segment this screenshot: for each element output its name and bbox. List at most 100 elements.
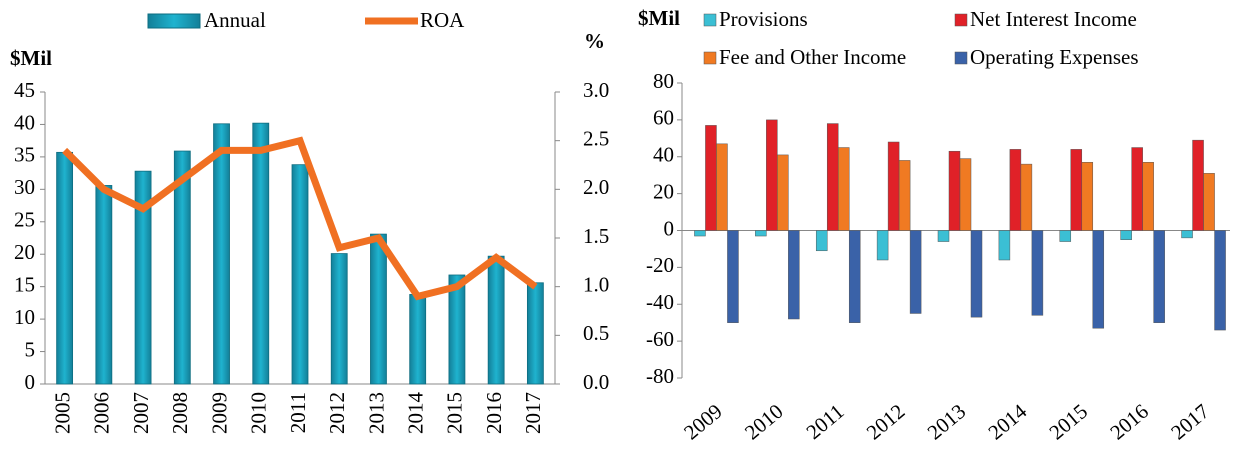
bar — [909, 230, 922, 314]
y2-tick-label: 2.5 — [583, 126, 609, 150]
bar — [837, 147, 850, 231]
bar — [1070, 149, 1083, 231]
y-tick-label: 0 — [25, 370, 36, 394]
legend-swatch — [954, 51, 968, 65]
x-tick-label: 2017 — [521, 392, 545, 434]
bar — [694, 230, 706, 237]
y2-tick-label: 3.0 — [583, 78, 609, 102]
x-tick-label: 2009 — [679, 399, 727, 444]
bar — [1192, 139, 1204, 231]
x-tick-label: 2008 — [168, 392, 192, 434]
x-tick-label: 2006 — [90, 392, 114, 434]
bar — [370, 233, 387, 385]
bar — [848, 230, 861, 323]
y-tick-label: -40 — [646, 290, 674, 314]
bar — [1092, 230, 1105, 329]
bar — [95, 185, 113, 385]
bar — [1059, 230, 1072, 242]
bar — [409, 294, 427, 385]
bar — [1131, 147, 1143, 231]
x-tick-label: 2016 — [482, 392, 506, 434]
y-tick-label: 15 — [14, 272, 35, 296]
bar — [788, 230, 800, 320]
bar — [1203, 173, 1215, 231]
x-tick-label: 2014 — [984, 399, 1032, 445]
bar — [56, 151, 74, 385]
bar — [487, 255, 505, 385]
bar — [826, 123, 839, 231]
bar — [959, 158, 972, 231]
x-tick-label: 2012 — [862, 399, 910, 444]
bar — [1081, 162, 1094, 231]
line — [62, 136, 538, 301]
x-tick-label: 2005 — [50, 392, 74, 434]
bar — [876, 230, 889, 261]
x-tick-label: 2014 — [404, 392, 428, 435]
bar — [1009, 149, 1022, 231]
y2-tick-label: 1.0 — [583, 272, 609, 296]
bar — [948, 150, 961, 231]
bar — [213, 123, 230, 385]
legend-swatch — [147, 13, 201, 29]
bar — [705, 125, 717, 231]
bar — [998, 230, 1011, 261]
x-tick-label: 2010 — [740, 399, 788, 444]
x-tick-label: 2010 — [247, 392, 271, 434]
x-tick-label: 2017 — [1166, 399, 1214, 444]
bar — [1153, 230, 1165, 323]
y-tick-label: 25 — [14, 208, 35, 232]
legend-label: ROA — [420, 8, 465, 32]
y-tick-label: 20 — [653, 179, 674, 203]
bar — [252, 122, 270, 385]
y2-tick-label: 0.5 — [583, 321, 609, 345]
bar — [1031, 230, 1044, 316]
y-tick-label: 45 — [14, 78, 35, 102]
legend-label: Net Interest Income — [970, 7, 1137, 31]
bar — [970, 230, 983, 318]
bar — [1120, 230, 1132, 240]
y-tick-label: 80 — [653, 69, 674, 93]
bar — [173, 150, 191, 385]
bar — [1181, 230, 1193, 239]
y2-tick-label: 1.5 — [583, 224, 609, 248]
bar — [727, 230, 739, 323]
bar — [898, 160, 911, 231]
x-tick-label: 2007 — [129, 392, 153, 434]
y-tick-label: 10 — [14, 305, 35, 329]
bar — [330, 253, 348, 385]
bar — [526, 282, 544, 385]
bar — [134, 170, 152, 385]
y-tick-label: 0 — [664, 216, 675, 240]
y-tick-label: 5 — [25, 337, 36, 361]
x-tick-label: 2015 — [443, 392, 467, 434]
y2-tick-label: 0.0 — [583, 370, 609, 394]
legend-swatch — [954, 13, 968, 27]
bar — [777, 154, 789, 231]
bar — [1020, 163, 1033, 231]
y-tick-label: -60 — [646, 327, 674, 351]
bar — [755, 230, 767, 237]
x-tick-label: 2013 — [364, 392, 388, 434]
y-tick-label: 40 — [14, 110, 35, 134]
y-tick-label: 60 — [653, 106, 674, 130]
x-tick-label: 2012 — [325, 392, 349, 434]
bar — [937, 230, 950, 242]
y-tick-label: 40 — [653, 143, 674, 167]
bar — [887, 141, 900, 231]
y-tick-label: -20 — [646, 253, 674, 277]
bar — [1214, 230, 1226, 331]
bar — [815, 230, 828, 252]
legend-label: Provisions — [719, 7, 808, 31]
x-tick-label: 2016 — [1105, 399, 1153, 444]
x-tick-label: 2011 — [286, 392, 310, 433]
y-tick-label: 30 — [14, 175, 35, 199]
bar — [766, 119, 778, 231]
bar — [448, 274, 466, 385]
legend-label: Fee and Other Income — [719, 45, 906, 69]
y-tick-label: -80 — [646, 364, 674, 388]
bar — [291, 164, 309, 385]
y-tick-label: 20 — [14, 240, 35, 264]
y2-axis-label: % — [584, 29, 605, 53]
y-tick-label: 35 — [14, 143, 35, 167]
